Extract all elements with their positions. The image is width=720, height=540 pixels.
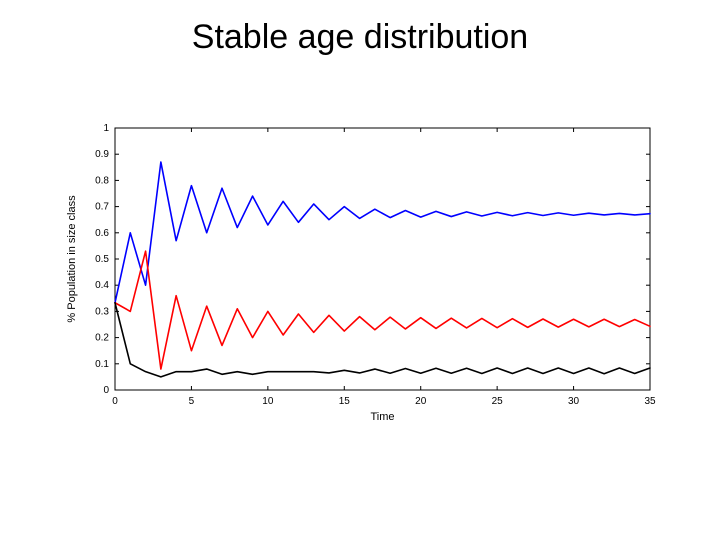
- svg-text:% Population in size class: % Population in size class: [66, 195, 78, 323]
- svg-text:0.4: 0.4: [95, 280, 109, 291]
- svg-text:15: 15: [339, 396, 351, 407]
- svg-text:30: 30: [568, 396, 580, 407]
- slide-title: Stable age distribution: [0, 18, 720, 57]
- svg-text:0: 0: [103, 385, 109, 396]
- svg-text:1: 1: [103, 123, 109, 134]
- svg-text:0.5: 0.5: [95, 254, 109, 265]
- svg-text:35: 35: [644, 396, 656, 407]
- svg-text:10: 10: [262, 396, 274, 407]
- svg-text:20: 20: [415, 396, 427, 407]
- chart-container: 00.10.20.30.40.50.60.70.80.9105101520253…: [60, 120, 660, 430]
- svg-text:0.2: 0.2: [95, 333, 109, 344]
- svg-text:0.9: 0.9: [95, 149, 109, 160]
- svg-text:0.3: 0.3: [95, 306, 109, 317]
- line-chart: 00.10.20.30.40.50.60.70.80.9105101520253…: [60, 120, 660, 430]
- svg-text:0.8: 0.8: [95, 175, 109, 186]
- svg-text:0: 0: [112, 396, 118, 407]
- svg-text:0.1: 0.1: [95, 359, 109, 370]
- svg-text:25: 25: [492, 396, 504, 407]
- svg-text:Time: Time: [370, 411, 394, 423]
- svg-text:0.7: 0.7: [95, 202, 109, 213]
- svg-text:5: 5: [189, 396, 195, 407]
- svg-text:0.6: 0.6: [95, 228, 109, 239]
- slide: Stable age distribution 0 0.1 0.2 0.3 0.4 0.5…: [0, 0, 720, 540]
